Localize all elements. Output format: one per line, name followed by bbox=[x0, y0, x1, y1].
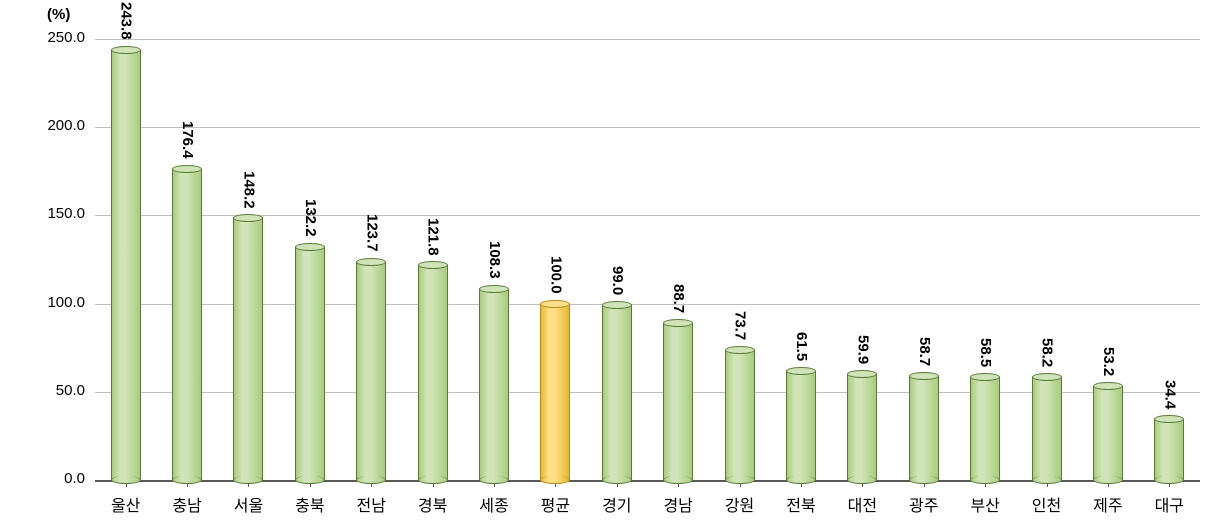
x-axis-label: 부산 bbox=[954, 492, 1015, 516]
x-axis-label: 충북 bbox=[279, 492, 340, 516]
data-label: 59.9 bbox=[854, 335, 871, 364]
bar-base-cap bbox=[233, 476, 263, 484]
x-axis-label: 경기 bbox=[586, 492, 647, 516]
bar-base-cap bbox=[1093, 476, 1123, 484]
bar-chart: (%) 0.0 50.0 100.0 150.0 200.0 250.0 울산 243.8 충남 1… bbox=[0, 0, 1226, 525]
bar-base-cap bbox=[356, 476, 386, 484]
grid-line bbox=[95, 127, 1200, 128]
bar-cap bbox=[418, 261, 448, 269]
y-axis-unit-label: (%) bbox=[47, 6, 70, 23]
data-label: 53.2 bbox=[1100, 347, 1117, 376]
data-label: 243.8 bbox=[118, 2, 135, 40]
data-label: 61.5 bbox=[793, 332, 810, 361]
y-tick-label: 150.0 bbox=[25, 205, 85, 222]
bar bbox=[1093, 386, 1123, 480]
bar-cap bbox=[111, 46, 141, 54]
bar bbox=[1154, 419, 1184, 480]
bar bbox=[295, 247, 325, 480]
x-axis-label: 울산 bbox=[95, 492, 156, 516]
x-axis-label: 강원 bbox=[709, 492, 770, 516]
data-label: 132.2 bbox=[302, 199, 319, 237]
x-axis-label: 평균 bbox=[525, 492, 586, 516]
bar-base-cap bbox=[847, 476, 877, 484]
bar-base-cap bbox=[172, 476, 202, 484]
bar-base-cap bbox=[295, 476, 325, 484]
data-label: 99.0 bbox=[609, 266, 626, 295]
data-label: 176.4 bbox=[179, 121, 196, 159]
bar-cap bbox=[172, 165, 202, 173]
bar bbox=[725, 350, 755, 480]
x-axis-label: 세종 bbox=[463, 492, 524, 516]
bar-cap bbox=[356, 258, 386, 266]
bar-base-cap bbox=[909, 476, 939, 484]
bar bbox=[479, 289, 509, 480]
bar-base-cap bbox=[111, 476, 141, 484]
bar bbox=[111, 50, 141, 480]
data-label: 108.3 bbox=[486, 241, 503, 279]
bar bbox=[356, 262, 386, 480]
grid-line bbox=[95, 39, 1200, 40]
bar bbox=[847, 374, 877, 480]
bar bbox=[602, 305, 632, 480]
bar bbox=[909, 376, 939, 480]
x-axis-label: 경남 bbox=[648, 492, 709, 516]
y-tick-label: 0.0 bbox=[25, 470, 85, 487]
data-label: 58.7 bbox=[916, 337, 933, 366]
data-label: 148.2 bbox=[240, 171, 257, 209]
y-tick-label: 200.0 bbox=[25, 117, 85, 134]
bar bbox=[1032, 377, 1062, 480]
x-axis-label: 전남 bbox=[341, 492, 402, 516]
bar-base-cap bbox=[540, 476, 570, 484]
x-axis-label: 경북 bbox=[402, 492, 463, 516]
data-label: 58.2 bbox=[1039, 338, 1056, 367]
x-axis-label: 대구 bbox=[1139, 492, 1200, 516]
bar-base-cap bbox=[418, 476, 448, 484]
bar-base-cap bbox=[725, 476, 755, 484]
bar-base-cap bbox=[602, 476, 632, 484]
bar-cap bbox=[540, 300, 570, 308]
x-axis-label: 광주 bbox=[893, 492, 954, 516]
data-label: 100.0 bbox=[547, 256, 564, 294]
data-label: 58.5 bbox=[977, 338, 994, 367]
bar-cap bbox=[479, 285, 509, 293]
bar-cap bbox=[970, 373, 1000, 381]
bar bbox=[172, 169, 202, 480]
y-tick-label: 250.0 bbox=[25, 29, 85, 46]
bar bbox=[786, 371, 816, 480]
bar bbox=[233, 218, 263, 480]
bar-base-cap bbox=[970, 476, 1000, 484]
x-axis-label: 대전 bbox=[832, 492, 893, 516]
data-label: 88.7 bbox=[670, 284, 687, 313]
bar-cap bbox=[725, 346, 755, 354]
bar-base-cap bbox=[1154, 476, 1184, 484]
bar-highlight bbox=[540, 304, 570, 480]
y-tick-label: 100.0 bbox=[25, 294, 85, 311]
bar-base-cap bbox=[663, 476, 693, 484]
data-label: 121.8 bbox=[425, 218, 442, 256]
y-tick-label: 50.0 bbox=[25, 382, 85, 399]
bar-cap bbox=[295, 243, 325, 251]
x-axis-label: 인천 bbox=[1016, 492, 1077, 516]
data-label: 34.4 bbox=[1161, 380, 1178, 409]
bar-base-cap bbox=[479, 476, 509, 484]
x-axis-label: 충남 bbox=[156, 492, 217, 516]
x-axis-label: 서울 bbox=[218, 492, 279, 516]
bar bbox=[418, 265, 448, 480]
bar-base-cap bbox=[786, 476, 816, 484]
bar-base-cap bbox=[1032, 476, 1062, 484]
x-axis-label: 전북 bbox=[770, 492, 831, 516]
x-axis-label: 제주 bbox=[1077, 492, 1138, 516]
bar bbox=[970, 377, 1000, 480]
bar bbox=[663, 323, 693, 480]
data-label: 73.7 bbox=[732, 311, 749, 340]
data-label: 123.7 bbox=[363, 214, 380, 252]
